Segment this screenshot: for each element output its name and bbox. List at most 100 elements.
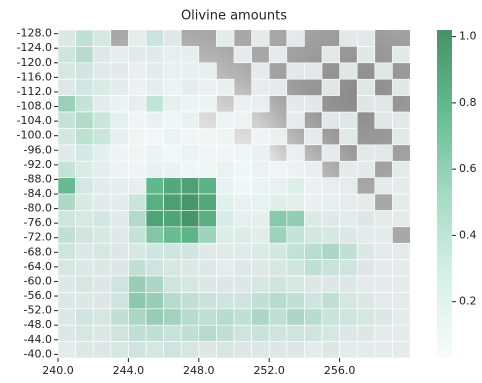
heat-cell <box>93 292 111 308</box>
heat-cell <box>340 112 358 128</box>
heat-cell <box>164 194 182 210</box>
heat-cell <box>181 46 199 62</box>
heat-cell <box>58 342 76 358</box>
heat-cell <box>93 128 111 144</box>
heat-cell <box>111 96 129 112</box>
y-tick-label: -76.0 <box>24 216 52 229</box>
heat-cell <box>392 309 410 325</box>
colorbar-tick-label: 1.0 <box>459 30 477 43</box>
heat-cell <box>375 309 393 325</box>
heat-cell <box>76 309 94 325</box>
heat-cell <box>111 276 129 292</box>
heat-cell <box>357 210 375 226</box>
heat-cell <box>58 178 76 194</box>
heat-cell <box>76 178 94 194</box>
heat-cell <box>392 161 410 177</box>
heat-cell <box>322 194 340 210</box>
heat-cell <box>146 292 164 308</box>
y-tick-label: -84.0 <box>24 187 52 200</box>
y-tick-label: -80.0 <box>24 202 52 215</box>
heat-cell <box>93 276 111 292</box>
heat-cell <box>392 325 410 341</box>
colorbar-tick-label: 0.4 <box>459 228 477 241</box>
heat-cell <box>58 63 76 79</box>
heat-cell <box>76 227 94 243</box>
heat-cell <box>111 325 129 341</box>
heat-cell <box>146 276 164 292</box>
y-tick-label: -120.0 <box>17 56 52 69</box>
heat-cell <box>76 243 94 259</box>
heat-cell <box>164 325 182 341</box>
heat-cell <box>216 79 234 95</box>
heat-cell <box>304 161 322 177</box>
heat-cell <box>199 96 217 112</box>
heat-cell <box>128 79 146 95</box>
heat-cell <box>357 194 375 210</box>
heat-cell <box>269 227 287 243</box>
heat-cell <box>252 210 270 226</box>
heat-cell <box>340 128 358 144</box>
heat-cell <box>111 46 129 62</box>
heat-cell <box>164 96 182 112</box>
heat-cell <box>164 128 182 144</box>
heat-cell <box>322 260 340 276</box>
heat-cell <box>111 161 129 177</box>
y-tick-label: -40.0 <box>24 347 52 360</box>
heat-cell <box>322 112 340 128</box>
heat-cell <box>181 292 199 308</box>
heat-cell <box>164 227 182 243</box>
heat-cell <box>128 260 146 276</box>
heat-cell <box>375 227 393 243</box>
heat-cell <box>287 112 305 128</box>
heat-cell <box>181 161 199 177</box>
heat-cell <box>234 46 252 62</box>
heat-cell <box>128 46 146 62</box>
heat-cell <box>322 243 340 259</box>
y-tick-label: -108.0 <box>17 100 52 113</box>
heat-cell <box>76 194 94 210</box>
heat-cell <box>357 276 375 292</box>
heat-cell <box>322 46 340 62</box>
heat-cell <box>269 178 287 194</box>
heat-cell <box>93 342 111 358</box>
heat-cell <box>287 325 305 341</box>
heat-cell <box>287 161 305 177</box>
heat-cell <box>128 128 146 144</box>
heat-cell <box>199 292 217 308</box>
y-tick-label: -92.0 <box>24 158 52 171</box>
y-tick-label: -128.0 <box>17 27 52 40</box>
heat-cell <box>269 128 287 144</box>
heat-cell <box>199 210 217 226</box>
heat-cell <box>287 243 305 259</box>
heat-cell <box>181 276 199 292</box>
heat-cell <box>199 178 217 194</box>
heat-cell <box>392 210 410 226</box>
heat-cell <box>76 112 94 128</box>
heat-cell <box>304 96 322 112</box>
heat-cell <box>111 210 129 226</box>
colorbar-tick-label: 0.6 <box>459 162 477 175</box>
x-tick-label: 244.0 <box>113 364 145 377</box>
heat-cell <box>234 194 252 210</box>
heat-cell <box>128 96 146 112</box>
heat-cell <box>146 30 164 46</box>
heat-cell <box>128 161 146 177</box>
heat-cell <box>304 325 322 341</box>
heat-cell <box>287 96 305 112</box>
heat-cell <box>58 96 76 112</box>
colorbar-tick-label: 0.2 <box>459 295 477 308</box>
heat-cell <box>287 309 305 325</box>
heat-cell <box>357 260 375 276</box>
heat-cell <box>340 342 358 358</box>
heat-cell <box>252 79 270 95</box>
heat-cell <box>58 30 76 46</box>
heat-cell <box>164 342 182 358</box>
chart: Olivine amounts 240.0244.0248.0252.0256.… <box>0 0 482 383</box>
heat-cell <box>269 292 287 308</box>
heat-cell <box>252 96 270 112</box>
y-tick-label: -56.0 <box>24 289 52 302</box>
heat-cell <box>164 260 182 276</box>
heat-cell <box>340 227 358 243</box>
heat-cell <box>111 63 129 79</box>
heat-cell <box>111 79 129 95</box>
